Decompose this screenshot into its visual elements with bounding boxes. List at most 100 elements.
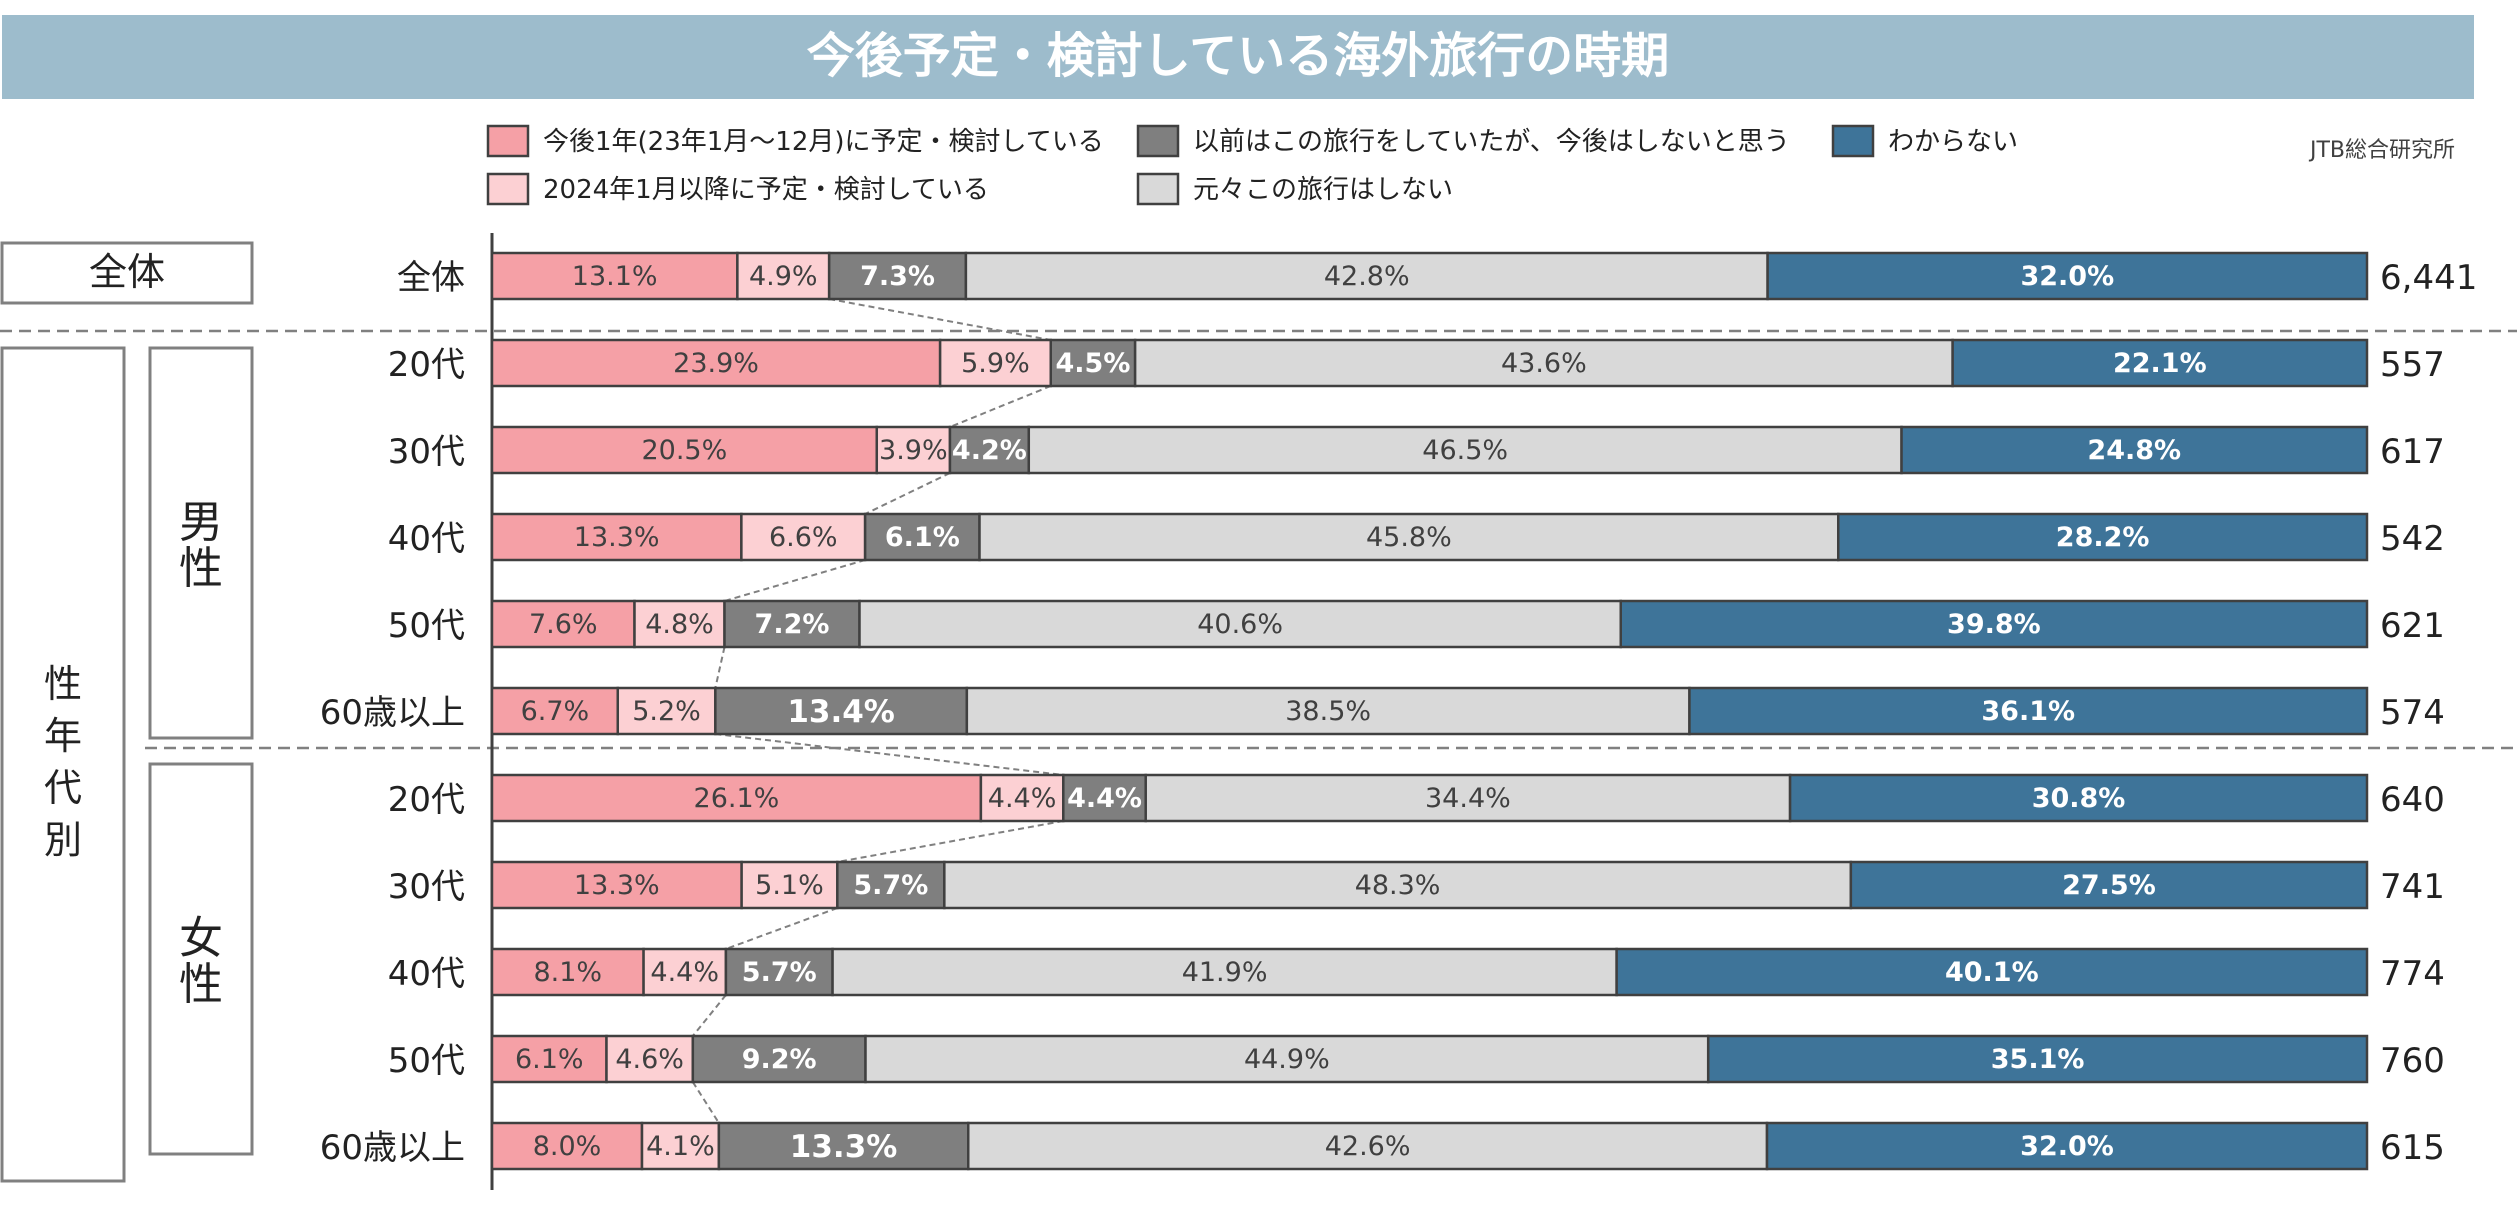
sample-size-label: 741 xyxy=(2380,867,2445,907)
data-label: 13.3% xyxy=(574,522,660,553)
category-label: 60歳以上 xyxy=(320,693,465,733)
bar-segment xyxy=(490,947,645,997)
category-label: 全体 xyxy=(397,258,465,298)
data-label: 26.1% xyxy=(694,783,780,814)
bar-segment xyxy=(633,599,726,649)
sample-size-label: 774 xyxy=(2380,954,2445,994)
data-label: 13.4% xyxy=(787,694,895,730)
data-label: 23.9% xyxy=(673,348,759,379)
legend-label: 以前はこの旅行をしていたが、今後はしないと思う xyxy=(1193,127,1790,157)
data-label: 8.1% xyxy=(533,957,602,988)
bar-segment xyxy=(723,599,861,649)
sample-size-label: 557 xyxy=(2380,345,2445,385)
legend-label: 今後1年(23年1月～12月)に予定・検討している xyxy=(543,127,1104,157)
sample-size-label: 617 xyxy=(2380,432,2445,472)
group-label-male: 男性 xyxy=(179,497,223,594)
connector-line xyxy=(692,994,727,1037)
legend-swatch xyxy=(1136,172,1180,206)
bar-segment xyxy=(605,1034,695,1084)
legend-swatch xyxy=(486,172,530,206)
legend-label: 2024年1月以降に予定・検討している xyxy=(543,175,989,205)
bar-segment xyxy=(1706,1034,2369,1084)
data-label: 7.3% xyxy=(860,261,935,292)
group-box-sex-age xyxy=(0,346,126,1183)
bar-segment xyxy=(490,425,879,475)
data-label: 48.3% xyxy=(1355,870,1441,901)
connector-line xyxy=(724,559,866,602)
legend-label: 元々この旅行はしない xyxy=(1193,175,1453,205)
bar-segment xyxy=(943,860,1853,910)
category-label: 20代 xyxy=(388,345,465,385)
sample-size-label: 760 xyxy=(2380,1041,2445,1081)
bar-segment xyxy=(864,1034,1710,1084)
connector-line xyxy=(864,472,951,515)
bar-segment xyxy=(1788,773,2369,823)
bar-segment xyxy=(827,251,968,301)
legend: 今後1年(23年1月～12月)に予定・検討している 以前はこの旅行をしていたが、今… xyxy=(486,124,2018,206)
sample-size-label: 542 xyxy=(2380,519,2445,559)
connector-line xyxy=(949,385,1052,428)
connector-lines xyxy=(691,298,1064,1124)
legend-swatch xyxy=(1831,124,1875,158)
bar-segment xyxy=(1615,947,2369,997)
chart-title: 今後予定・検討している海外旅行の時期 xyxy=(807,28,1670,84)
bar-segment xyxy=(1688,686,2369,736)
data-label: 4.9% xyxy=(749,261,818,292)
sample-size-label: 621 xyxy=(2380,606,2445,646)
data-label: 36.1% xyxy=(1981,696,2075,727)
data-label: 8.0% xyxy=(533,1131,602,1162)
data-label: 32.0% xyxy=(2020,1131,2114,1162)
bar-segment xyxy=(490,1034,608,1084)
group-box-male xyxy=(148,346,254,740)
data-label: 7.2% xyxy=(755,609,830,640)
bar-segment xyxy=(1144,773,1792,823)
bar-segment xyxy=(1837,512,2369,562)
category-label: 40代 xyxy=(388,519,465,559)
connector-line xyxy=(691,1081,720,1124)
connector-line xyxy=(828,298,1051,341)
title-banner xyxy=(2,15,2474,99)
bar-segment xyxy=(490,860,743,910)
bar-segment xyxy=(1765,1121,2369,1171)
category-label: 50代 xyxy=(388,1041,465,1081)
bar-segment xyxy=(691,1034,867,1084)
data-label: 5.7% xyxy=(742,957,817,988)
data-label: 46.5% xyxy=(1422,435,1508,466)
data-label: 3.9% xyxy=(879,435,948,466)
bar-segment xyxy=(964,251,1769,301)
bar-segment xyxy=(1049,338,1137,388)
data-label: 5.7% xyxy=(853,870,928,901)
data-label: 5.2% xyxy=(632,696,701,727)
bar-segment xyxy=(717,1121,970,1171)
sample-size-label: 574 xyxy=(2380,693,2445,733)
bar-segment xyxy=(967,1121,1769,1171)
source-label: JTB総合研究所 xyxy=(2308,138,2455,163)
bar-segment xyxy=(863,512,981,562)
bar-segment xyxy=(836,860,946,910)
data-label: 7.6% xyxy=(529,609,598,640)
data-label: 43.6% xyxy=(1501,348,1587,379)
data-label: 40.1% xyxy=(1945,957,2039,988)
data-label: 4.2% xyxy=(952,435,1027,466)
data-label: 20.5% xyxy=(641,435,727,466)
connector-line xyxy=(837,820,1064,863)
bar-segment xyxy=(1062,773,1147,823)
category-label: 50代 xyxy=(388,606,465,646)
data-label: 13.1% xyxy=(572,261,658,292)
data-label: 4.8% xyxy=(645,609,714,640)
bar-segment xyxy=(724,947,834,997)
data-label: 5.1% xyxy=(755,870,824,901)
bar-segment xyxy=(948,425,1031,475)
bar-segment xyxy=(490,773,983,823)
data-label: 4.1% xyxy=(646,1131,715,1162)
data-label: 6.7% xyxy=(521,696,590,727)
sample-size-label: 615 xyxy=(2380,1128,2445,1168)
category-label: 30代 xyxy=(388,432,465,472)
group-box-female xyxy=(148,762,254,1156)
bar-segment xyxy=(642,947,728,997)
data-label: 22.1% xyxy=(2113,348,2207,379)
data-label: 30.8% xyxy=(2032,783,2126,814)
data-label: 32.0% xyxy=(2020,261,2114,292)
data-label: 45.8% xyxy=(1366,522,1452,553)
connector-line xyxy=(714,646,726,689)
